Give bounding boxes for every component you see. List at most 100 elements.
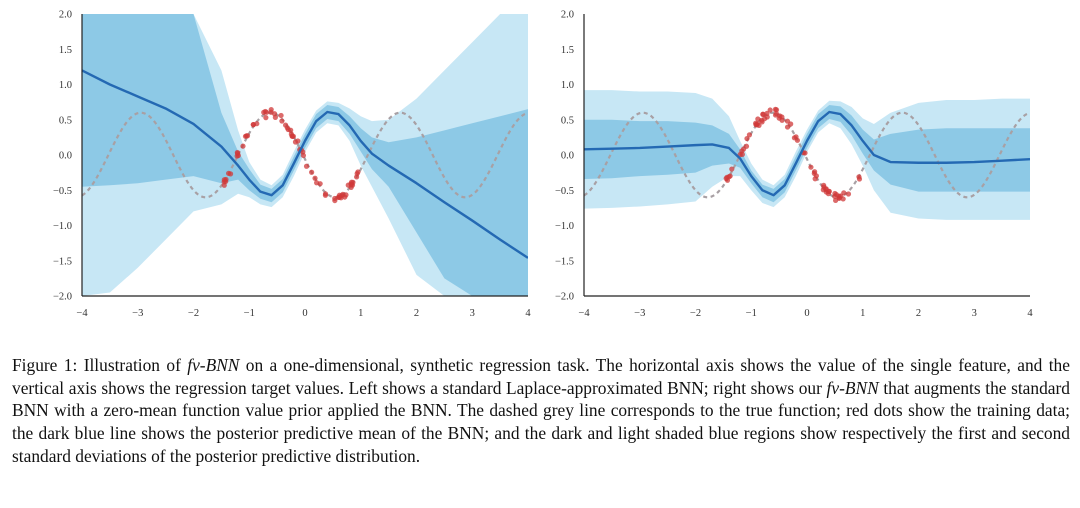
- y-tick-label: 0.0: [561, 151, 574, 162]
- training-point: [289, 133, 295, 139]
- x-tick-label: −1: [244, 308, 255, 319]
- x-tick-label: −3: [132, 308, 143, 319]
- y-tick-label: 2.0: [561, 10, 574, 21]
- training-point: [263, 115, 269, 121]
- x-tick-label: −1: [746, 308, 757, 319]
- y-tick-label: 0.5: [561, 115, 574, 126]
- x-tick-label: 3: [972, 308, 977, 319]
- training-point: [254, 121, 260, 127]
- training-point: [729, 166, 735, 172]
- figure-1: −4 −3 −2 −1 0 1 2 3 4 −2.0 −1.5 −1.0 −0.5 0.0 0.5 1.0 1.…: [53, 10, 1033, 319]
- x-tick-label: −2: [690, 308, 701, 319]
- training-point: [300, 152, 307, 159]
- caption-method-name-2: fv-BNN: [826, 377, 879, 398]
- training-point: [343, 192, 349, 198]
- y-tick-label: −2.0: [53, 292, 72, 303]
- training-point: [779, 117, 785, 123]
- x-tick-label: 4: [1027, 308, 1033, 319]
- training-point: [746, 132, 753, 138]
- y-tick-label: −2.0: [555, 292, 574, 303]
- posterior-mean-line: [82, 69, 528, 259]
- plot-area: [82, 14, 528, 296]
- training-point: [744, 135, 750, 142]
- training-point: [760, 111, 766, 117]
- plot-area: [584, 90, 1030, 220]
- x-tick-label: −4: [76, 308, 88, 319]
- x-tick-label: −3: [634, 308, 645, 319]
- y-tick-label: −1.0: [555, 221, 574, 232]
- x-tick-label: 1: [358, 308, 363, 319]
- posterior-mean-line: [584, 110, 1030, 197]
- training-point: [833, 197, 839, 204]
- figure-caption: Figure 1: Illustration of fv-BNN on a on…: [12, 354, 1070, 468]
- training-point: [841, 190, 847, 196]
- training-point: [309, 169, 315, 175]
- training-point: [282, 122, 289, 128]
- x-tick-label: −2: [188, 308, 199, 319]
- training-point: [221, 182, 227, 188]
- y-tick-label: −0.5: [555, 186, 574, 197]
- caption-text-1: Illustration of: [83, 355, 181, 375]
- training-point: [322, 192, 329, 198]
- caption-text-3: that augments the standard BNN with a ze…: [12, 377, 1070, 466]
- band-1sd: [584, 104, 1030, 203]
- training-point: [292, 139, 299, 145]
- left-panel-standard-bnn: −4 −3 −2 −1 0 1 2 3 4 −2.0 −1.5 −1.0 −0.5 0.0 0.5 1.0 1.…: [53, 10, 531, 319]
- training-point: [767, 107, 773, 113]
- training-point: [808, 164, 814, 170]
- y-tick-label: 0.0: [59, 151, 72, 162]
- band-1sd: [82, 14, 528, 296]
- training-point: [332, 195, 338, 202]
- training-point: [812, 169, 818, 175]
- training-point: [812, 176, 818, 182]
- training-point: [773, 107, 780, 113]
- y-tick-label: −1.5: [555, 256, 574, 267]
- training-point: [225, 170, 232, 176]
- training-point: [724, 174, 730, 180]
- training-point: [825, 191, 832, 197]
- training-point: [336, 194, 343, 200]
- training-point: [741, 146, 747, 152]
- training-point: [840, 196, 846, 202]
- right-panel-fv-bnn: −4 −3 −2 −1 0 1 2 3 4 −2.0 −1.5 −1.0 −0.5 0.0 0.5 1.0 1.…: [555, 10, 1033, 319]
- training-point: [345, 182, 351, 188]
- training-point: [240, 143, 246, 149]
- x-tick-label: −4: [578, 308, 590, 319]
- training-point: [271, 111, 278, 117]
- training-point: [764, 114, 770, 120]
- y-tick-label: 1.0: [59, 80, 72, 91]
- training-data: [723, 106, 863, 204]
- x-tick-label: 4: [525, 308, 531, 319]
- training-point: [777, 113, 783, 119]
- true-function-line: [584, 111, 1030, 199]
- training-point: [788, 121, 794, 127]
- training-point: [832, 190, 838, 197]
- training-point: [263, 109, 270, 115]
- training-point: [845, 191, 852, 197]
- x-tick-label: 1: [860, 308, 865, 319]
- training-point: [753, 120, 759, 126]
- training-point: [303, 163, 310, 169]
- caption-label: Figure 1:: [12, 355, 78, 375]
- training-point: [235, 150, 241, 157]
- y-tick-label: 1.0: [561, 80, 574, 91]
- training-point: [278, 112, 284, 119]
- x-tick-label: 0: [804, 308, 809, 319]
- training-point: [279, 118, 285, 124]
- x-tick-label: 2: [414, 308, 419, 319]
- training-point: [288, 127, 294, 133]
- training-point: [354, 174, 360, 180]
- x-tick-label: 0: [302, 308, 307, 319]
- y-tick-label: −0.5: [53, 186, 72, 197]
- training-data: [221, 106, 361, 204]
- caption-method-name: fv-BNN: [187, 355, 240, 375]
- x-tick-label: 2: [916, 308, 921, 319]
- training-point: [856, 176, 863, 182]
- training-point: [221, 177, 227, 183]
- true-function-line: [82, 111, 528, 199]
- y-tick-label: 2.0: [59, 10, 72, 21]
- training-point: [802, 150, 808, 156]
- training-point: [242, 133, 249, 139]
- y-tick-label: −1.5: [53, 256, 72, 267]
- caption-text-2: on a one-dimensional, synthetic regressi…: [12, 355, 1070, 398]
